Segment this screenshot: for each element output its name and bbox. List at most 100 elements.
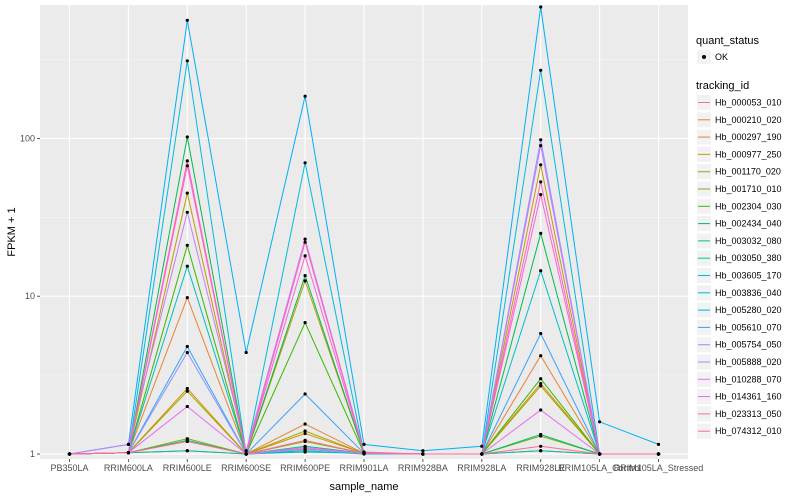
- legend-label: Hb_001170_020: [715, 167, 781, 177]
- data-point: [598, 452, 602, 456]
- legend-quant-status-title: quant_status: [696, 35, 759, 47]
- data-point: [303, 161, 307, 165]
- data-point: [362, 442, 366, 446]
- data-point: [185, 404, 189, 409]
- data-point: [539, 432, 543, 437]
- data-point: [362, 451, 366, 455]
- data-point: [185, 389, 189, 393]
- data-point: [185, 135, 189, 139]
- data-point: [539, 449, 543, 453]
- legend-label: Hb_005754_050: [715, 340, 782, 350]
- y-axis-title: FPKM + 1: [6, 207, 18, 256]
- data-point: [539, 163, 543, 167]
- legend-label: Hb_005888_020: [715, 357, 782, 367]
- series-points: [67, 5, 661, 456]
- data-point: [303, 274, 307, 278]
- data-point: [598, 420, 602, 424]
- data-point: [539, 384, 543, 388]
- data-point: [539, 377, 543, 381]
- data-point: [539, 381, 543, 386]
- data-point: [303, 429, 307, 433]
- legend-label: Hb_074312_010: [715, 426, 782, 436]
- data-point: [244, 449, 248, 453]
- x-tick-label: RRIM105LA_Stressed: [614, 463, 704, 473]
- data-point: [185, 449, 189, 453]
- legend-quant-status: quant_status OK: [696, 35, 759, 64]
- legend-label: Hb_005610_070: [715, 322, 782, 332]
- x-tick-label: RRIM600PE: [280, 463, 330, 473]
- data-point: [421, 449, 425, 453]
- x-tick-label: RRIM928LE: [516, 463, 565, 473]
- data-point: [303, 431, 307, 436]
- data-point: [185, 59, 189, 63]
- data-point: [67, 452, 72, 456]
- legend-label: Hb_010288_070: [715, 374, 782, 384]
- data-point: [303, 237, 307, 241]
- y-axis: 1 10 100: [20, 133, 40, 459]
- data-point: [185, 191, 189, 195]
- data-point: [656, 452, 661, 456]
- legend-label: Hb_000053_010: [715, 98, 782, 108]
- data-point: [303, 438, 307, 442]
- legend-label: Hb_023313_050: [715, 409, 782, 419]
- legend-label: Hb_003836_040: [715, 288, 782, 298]
- legend-label: Hb_002434_040: [715, 219, 782, 229]
- data-point: [303, 392, 307, 396]
- data-point: [185, 350, 189, 355]
- x-tick-label: RRIM928BA: [398, 463, 448, 473]
- data-point: [539, 68, 543, 72]
- data-point: [126, 442, 130, 446]
- x-axis-title: sample_name: [329, 481, 398, 493]
- x-tick-label: RRIM600SE: [221, 463, 271, 473]
- data-point: [539, 269, 543, 273]
- data-point: [185, 18, 189, 22]
- data-point: [185, 439, 189, 444]
- x-tick-label: RRIM105LA_Control: [558, 463, 641, 473]
- data-point: [185, 210, 189, 214]
- data-point: [244, 452, 248, 456]
- legend-label: Hb_000210_020: [715, 115, 782, 125]
- x-axis: PB350LA RRIM600LA RRIM600LE RRIM600SE RRIM60…: [50, 459, 703, 473]
- data-point: [303, 240, 307, 244]
- y-tick-label: 1: [30, 449, 35, 459]
- data-point: [539, 231, 543, 235]
- data-point: [185, 243, 189, 247]
- data-point: [185, 296, 189, 300]
- data-point: [303, 254, 307, 258]
- legend-label: Hb_014361_160: [715, 392, 782, 402]
- legend-quant-status-label: OK: [715, 52, 728, 62]
- legend-label: Hb_005280_020: [715, 305, 782, 315]
- legend-label: Hb_001710_010: [715, 184, 782, 194]
- data-point: [421, 452, 425, 456]
- legend-quant-status-point: [702, 55, 706, 59]
- data-point: [303, 94, 307, 98]
- data-point: [480, 452, 484, 456]
- data-point: [656, 442, 661, 446]
- data-point: [539, 138, 543, 142]
- data-point: [303, 445, 307, 450]
- data-point: [126, 451, 130, 455]
- data-point: [185, 164, 189, 168]
- x-tick-label: RRIM600LA: [104, 463, 153, 473]
- data-point: [303, 422, 307, 426]
- data-point: [539, 444, 543, 448]
- data-point: [539, 180, 543, 184]
- data-point: [539, 354, 543, 358]
- legend-tracking-title: tracking_id: [696, 80, 749, 92]
- data-point: [303, 279, 307, 283]
- data-point: [539, 144, 543, 148]
- data-point: [185, 386, 189, 391]
- data-point: [480, 444, 484, 448]
- data-point: [539, 408, 543, 412]
- data-point: [185, 159, 189, 163]
- y-tick-label: 10: [25, 291, 35, 301]
- x-tick-label: RRIM600LE: [163, 463, 212, 473]
- data-point: [539, 331, 543, 336]
- data-point: [303, 321, 307, 325]
- x-tick-label: PB350LA: [50, 463, 88, 473]
- legend-label: Hb_003050_380: [715, 253, 782, 263]
- legend-label: Hb_000977_250: [715, 149, 782, 159]
- data-point: [185, 264, 189, 268]
- legend-label: Hb_003032_080: [715, 236, 782, 246]
